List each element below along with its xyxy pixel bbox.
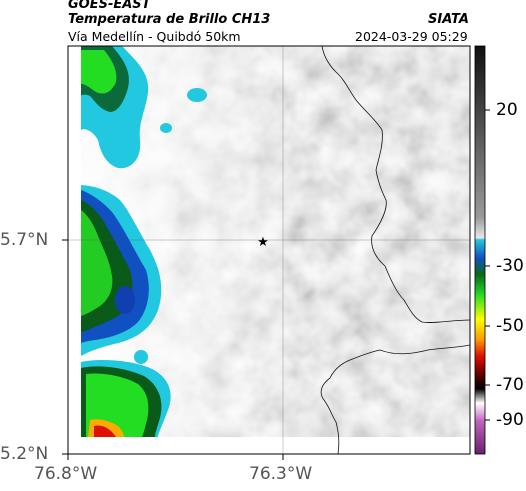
region-label: Vía Medellín - Quibdó 50km: [68, 29, 241, 44]
star-icon: ★: [257, 235, 269, 250]
cold-cloud-top: [81, 46, 207, 169]
colorbar-label-neg50: -50: [496, 316, 524, 336]
boundary-line-south: [320, 344, 470, 454]
cold-cloud-middle: [81, 185, 162, 364]
lat-tick-5.7N: 5.7°N: [0, 230, 49, 250]
colorbar: [474, 45, 486, 455]
product-title: Temperatura de Brillo CH13: [68, 12, 271, 27]
lon-tick-76.3W: 76.3°W: [249, 464, 313, 484]
boundary-line: [321, 46, 470, 323]
colorbar-label-20: 20: [496, 100, 518, 120]
lat-tick-5.2N: 5.2°N: [0, 444, 49, 464]
colorbar-label-neg90: -90: [496, 410, 524, 430]
satellite-title: GOES-EAST: [68, 0, 151, 12]
colorbar-label-neg70: -70: [496, 375, 524, 395]
timestamp-label: 2024-03-29 05:29: [355, 29, 468, 44]
satellite-image: [68, 46, 470, 454]
map-frame: [67, 45, 471, 455]
lon-tick-76.8W: 76.8°W: [34, 464, 98, 484]
cold-cloud-bottom: [81, 360, 171, 437]
colorbar-label-neg30: -30: [496, 256, 524, 276]
brand-label: SIATA: [428, 12, 469, 27]
